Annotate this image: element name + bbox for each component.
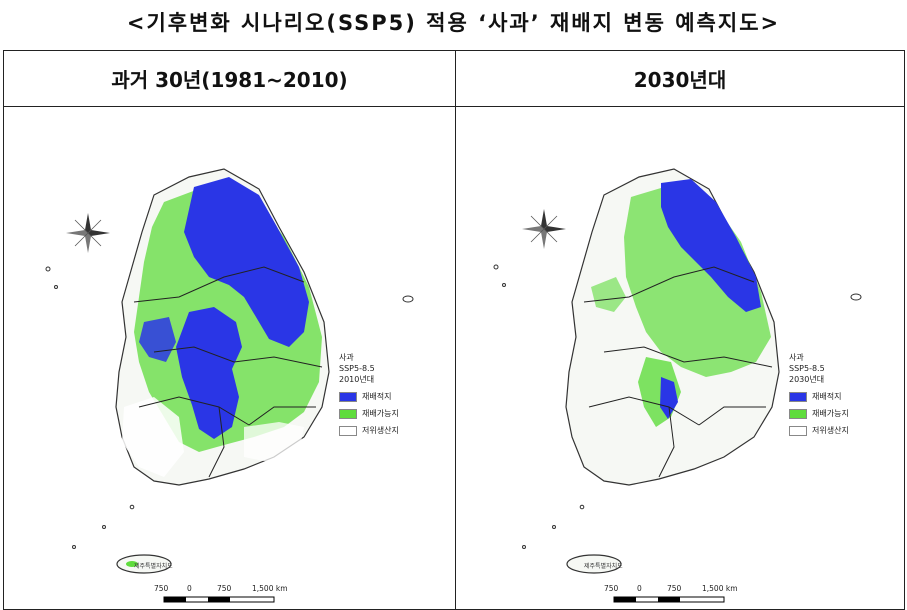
panel-header-2030: 2030년대 bbox=[456, 51, 904, 107]
ulleung-island bbox=[850, 293, 862, 301]
legend-title-crop: 사과 bbox=[789, 353, 804, 362]
legend-title-scenario: SSP5-8.5 bbox=[339, 364, 375, 373]
jeju-label: 제주특별자치도 bbox=[584, 563, 623, 570]
low-zone-southeast bbox=[244, 422, 304, 462]
legend-title-crop: 사과 bbox=[339, 353, 354, 362]
province-borders bbox=[583, 266, 773, 478]
legend-item-possible: 재배가능지 bbox=[339, 408, 399, 419]
legend-item-low: 저위생산지 bbox=[789, 425, 849, 436]
legend-item-suitable: 재배적지 bbox=[339, 391, 399, 402]
suitable-zone-central bbox=[176, 307, 242, 439]
korea-map-past bbox=[45, 168, 414, 603]
map-panel-2030: 제주특별자치도 사과 SSP5-8.5 2030년대 재배적지 재배가능지 저위… bbox=[456, 107, 904, 609]
suitable-zone-central bbox=[660, 377, 678, 419]
north-arrow-icon bbox=[66, 213, 110, 253]
suitable-zone-north bbox=[184, 177, 309, 347]
north-arrow-icon bbox=[522, 209, 566, 249]
legend-title-period: 2030년대 bbox=[789, 375, 825, 384]
scale-bar-past bbox=[163, 596, 275, 603]
legend-title-scenario: SSP5-8.5 bbox=[789, 364, 825, 373]
jeju-island bbox=[566, 554, 622, 574]
korea-map-2030 bbox=[493, 168, 862, 603]
suitable-zone-north bbox=[661, 179, 761, 312]
scale-bar-2030 bbox=[613, 596, 725, 603]
jeju-island bbox=[116, 554, 172, 574]
jeju-label: 제주특별자치도 bbox=[134, 563, 173, 570]
legend-item-low: 저위생산지 bbox=[339, 425, 399, 436]
legend-2030: 사과 SSP5-8.5 2030년대 재배적지 재배가능지 저위생산지 bbox=[789, 352, 849, 436]
legend-item-possible: 재배가능지 bbox=[789, 408, 849, 419]
low-zone-southwest bbox=[122, 397, 184, 477]
panel-header-past: 과거 30년(1981~2010) bbox=[4, 51, 455, 107]
legend-item-suitable: 재배적지 bbox=[789, 391, 849, 402]
panel-2030: 2030년대 bbox=[456, 51, 904, 609]
possible-zone bbox=[624, 185, 771, 377]
legend-past: 사과 SSP5-8.5 2010년대 재배적지 재배가능지 저위생산지 bbox=[339, 352, 399, 436]
map-panel-past: 제주특별자치도 사과 SSP5-8.5 2010년대 재배적지 재배가능지 저위… bbox=[4, 107, 455, 609]
map-title: <기후변화 시나리오(SSP5) 적용 ‘사과’ 재배지 변동 예측지도> bbox=[126, 11, 781, 35]
province-borders bbox=[133, 266, 323, 478]
comparison-table: 과거 30년(1981~2010) bbox=[3, 50, 905, 610]
ulleung-island bbox=[402, 295, 414, 303]
legend-title-period: 2010년대 bbox=[339, 375, 375, 384]
panel-past: 과거 30년(1981~2010) bbox=[4, 51, 456, 609]
possible-zone-west bbox=[591, 277, 626, 312]
